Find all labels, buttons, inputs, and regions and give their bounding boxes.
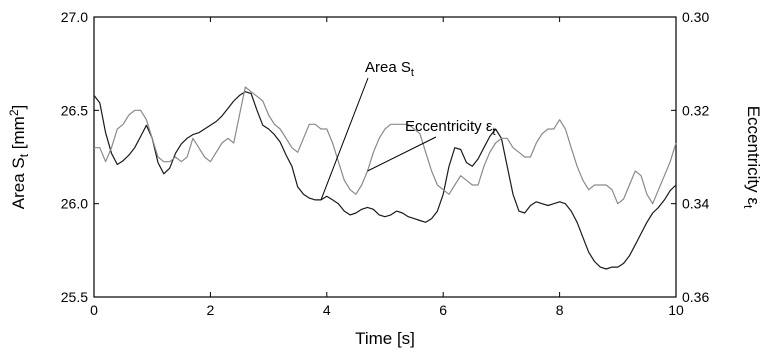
annotation-label-subscript: t <box>411 67 414 79</box>
right-y-axis-ticks: 0.30 0.32 0.34 0.36 <box>671 9 709 305</box>
series-layer <box>93 86 677 270</box>
left-y-axis-title: Area St [mm2] <box>7 105 31 210</box>
annotation-leader-eccentricity <box>367 136 437 172</box>
left-y-axis-ticks: 25.5 26.0 26.5 27.0 <box>61 9 99 305</box>
right-y-axis-title: Eccentricity εt <box>741 106 761 209</box>
left-y-tick-label: 25.5 <box>61 289 88 305</box>
x-tick-label: 8 <box>556 302 564 318</box>
x-axis-title: Time [s] <box>355 329 415 348</box>
right-y-tick-label: 0.32 <box>682 102 709 118</box>
left-y-axis-title-unit-superscript: 2 <box>7 109 21 116</box>
plot-frame <box>93 16 677 298</box>
left-y-axis-title-base: Area S <box>9 157 28 209</box>
annotation-label-base: Eccentricity ε <box>405 118 493 135</box>
x-axis-ticks: 0 2 4 6 8 10 <box>90 17 684 318</box>
annotation-leader-area <box>320 77 369 201</box>
x-tick-label: 10 <box>668 302 684 318</box>
left-y-tick-label: 26.5 <box>61 102 88 118</box>
left-y-axis-title-unit-close: ] <box>9 105 28 110</box>
right-y-axis-title-base: Eccentricity ε <box>744 106 761 206</box>
annotation-label-base: Area S <box>365 59 411 76</box>
right-y-tick-label: 0.34 <box>682 196 709 212</box>
annotation-label-subscript: t <box>493 126 496 138</box>
annotation-label-eccentricity: Eccentricity εt <box>405 118 496 138</box>
left-y-axis-title-unit: [mm <box>9 116 28 154</box>
right-y-axis-title-subscript: t <box>741 205 755 209</box>
left-y-tick-label: 27.0 <box>61 9 88 25</box>
annotation-label-area: Area St <box>365 59 414 79</box>
plot-area-border <box>93 16 677 298</box>
x-tick-label: 2 <box>207 302 215 318</box>
left-y-tick-label: 26.0 <box>61 196 88 212</box>
left-y-axis-title-subscript: t <box>17 153 31 157</box>
series-line-area <box>93 91 677 270</box>
x-tick-label: 0 <box>90 302 98 318</box>
right-y-tick-label: 0.36 <box>682 289 709 305</box>
series-line-eccentricity <box>94 86 677 205</box>
x-tick-label: 4 <box>323 302 331 318</box>
x-tick-label: 6 <box>439 302 447 318</box>
right-y-tick-label: 0.30 <box>682 9 709 25</box>
